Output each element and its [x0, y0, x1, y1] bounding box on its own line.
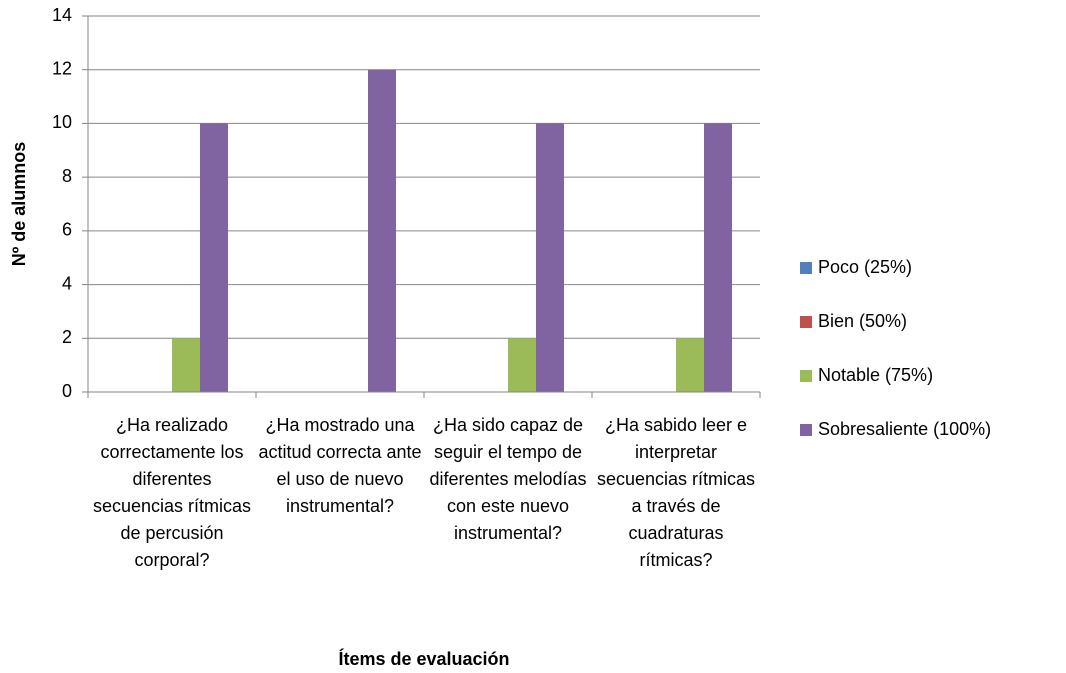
x-tick-label: ¿Ha mostrado una actitud correcta ante e…: [258, 415, 422, 516]
y-tick-label: 2: [62, 327, 72, 347]
bar: [704, 123, 732, 392]
legend-label: Bien (50%): [818, 311, 907, 331]
legend-label: Sobresaliente (100%): [818, 419, 991, 439]
bar: [368, 69, 396, 392]
legend-swatch: [800, 424, 812, 436]
x-axis-title: Ítems de evaluación: [338, 648, 509, 669]
x-tick-label: ¿Ha realizado correctamente los diferent…: [92, 415, 252, 570]
bar: [676, 338, 704, 392]
legend-label: Poco (25%): [818, 257, 912, 277]
bar: [200, 123, 228, 392]
y-tick-label: 4: [62, 273, 72, 293]
y-tick-label: 0: [62, 381, 72, 401]
y-tick-label: 14: [52, 5, 72, 25]
bar: [172, 338, 200, 392]
bar: [508, 338, 536, 392]
y-axis-title: Nº de alumnos: [9, 142, 29, 267]
y-tick-label: 12: [52, 58, 72, 78]
legend-swatch: [800, 316, 812, 328]
legend-label: Notable (75%): [818, 365, 933, 385]
x-tick-label: ¿Ha sabido leer e interpretar secuencias…: [596, 415, 756, 570]
legend-swatch: [800, 370, 812, 382]
x-tick-label: ¿Ha sido capaz de seguir el tempo de dif…: [429, 415, 587, 543]
legend-swatch: [800, 262, 812, 274]
bar: [536, 123, 564, 392]
y-tick-label: 10: [52, 112, 72, 132]
y-tick-label: 8: [62, 166, 72, 186]
y-tick-label: 6: [62, 220, 72, 240]
